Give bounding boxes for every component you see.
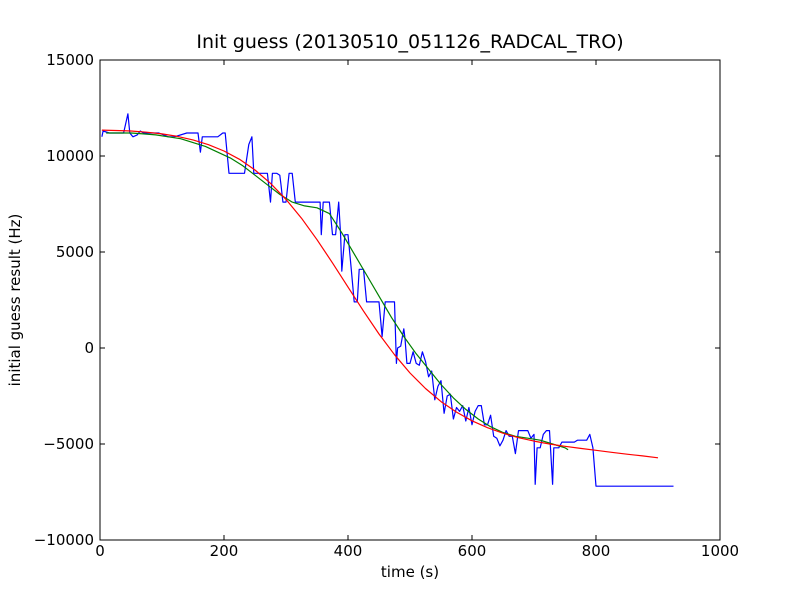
plot-area: [100, 60, 720, 540]
x-tick-label: 0: [95, 542, 105, 560]
x-tick-label: 200: [210, 542, 239, 560]
series-line-3: [101, 129, 659, 459]
y-tick-label: 5000: [56, 243, 94, 261]
y-tick-label: −5000: [43, 435, 94, 453]
chart-title: Init guess (20130510_051126_RADCAL_TRO): [196, 31, 623, 53]
series-line-2: [106, 132, 569, 451]
x-tick-label: 800: [582, 542, 611, 560]
y-axis-label: initial guess result (Hz): [6, 214, 24, 387]
y-tick-label: 0: [84, 339, 94, 357]
x-tick-label: 400: [334, 542, 363, 560]
y-tick-label: −10000: [34, 531, 94, 549]
y-tick-label: 10000: [46, 147, 94, 165]
x-axis-label: time (s): [381, 563, 439, 581]
x-tick-label: 1000: [701, 542, 739, 560]
x-tick-label: 600: [458, 542, 487, 560]
plot-frame: [99, 59, 721, 541]
y-tick-label: 15000: [46, 51, 94, 69]
